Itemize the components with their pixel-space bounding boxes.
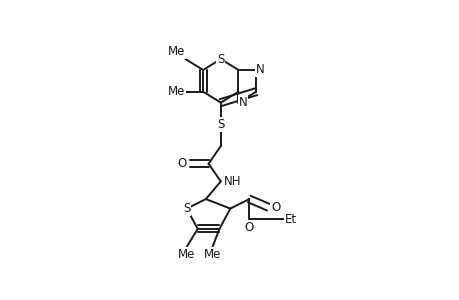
Text: N: N	[256, 64, 264, 76]
Text: O: O	[270, 201, 280, 214]
Text: Me: Me	[168, 45, 185, 58]
Text: S: S	[217, 118, 224, 131]
Text: N: N	[238, 96, 246, 109]
Text: Et: Et	[284, 213, 296, 226]
Text: Me: Me	[203, 248, 221, 261]
Text: O: O	[177, 157, 186, 170]
Text: NH: NH	[223, 175, 241, 188]
Text: S: S	[183, 202, 190, 215]
Text: O: O	[244, 221, 253, 234]
Text: S: S	[217, 52, 224, 66]
Text: Me: Me	[168, 85, 185, 98]
Text: Me: Me	[178, 248, 195, 261]
